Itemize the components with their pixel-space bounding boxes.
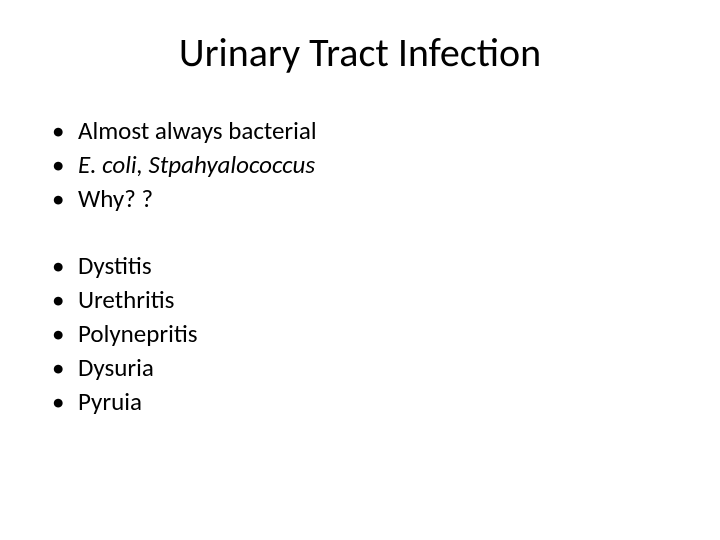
list-item: • Almost always bacterial	[50, 115, 670, 147]
bullet-text: Urethritis	[78, 284, 670, 316]
bullet-icon: •	[50, 386, 78, 418]
slide-container: Urinary Tract Infection • Almost always …	[0, 0, 720, 540]
list-item: • Polynepritis	[50, 318, 670, 350]
bullet-icon: •	[50, 318, 78, 350]
slide-title: Urinary Tract Infection	[50, 28, 670, 77]
bullet-icon: •	[50, 352, 78, 384]
list-item: • E. coli, Stpahyalococcus	[50, 149, 670, 181]
list-item: • Pyruia	[50, 386, 670, 418]
bullet-icon: •	[50, 149, 78, 181]
bullet-text: Almost always bacterial	[78, 115, 670, 147]
bullet-group-2: • Dystitis • Urethritis • Polynepritis •…	[50, 250, 670, 418]
bullet-text: Dystitis	[78, 250, 670, 282]
bullet-text: E. coli, Stpahyalococcus	[78, 149, 670, 181]
bullet-text: Dysuria	[78, 352, 670, 384]
bullet-group-1: • Almost always bacterial • E. coli, Stp…	[50, 115, 670, 215]
bullet-icon: •	[50, 183, 78, 215]
bullet-icon: •	[50, 250, 78, 282]
list-item: • Dystitis	[50, 250, 670, 282]
list-item: • Urethritis	[50, 284, 670, 316]
bullet-text: Polynepritis	[78, 318, 670, 350]
bullet-text: Why? ?	[78, 183, 670, 215]
bullet-icon: •	[50, 115, 78, 147]
bullet-text: Pyruia	[78, 386, 670, 418]
bullet-icon: •	[50, 284, 78, 316]
list-item: • Why? ?	[50, 183, 670, 215]
list-item: • Dysuria	[50, 352, 670, 384]
